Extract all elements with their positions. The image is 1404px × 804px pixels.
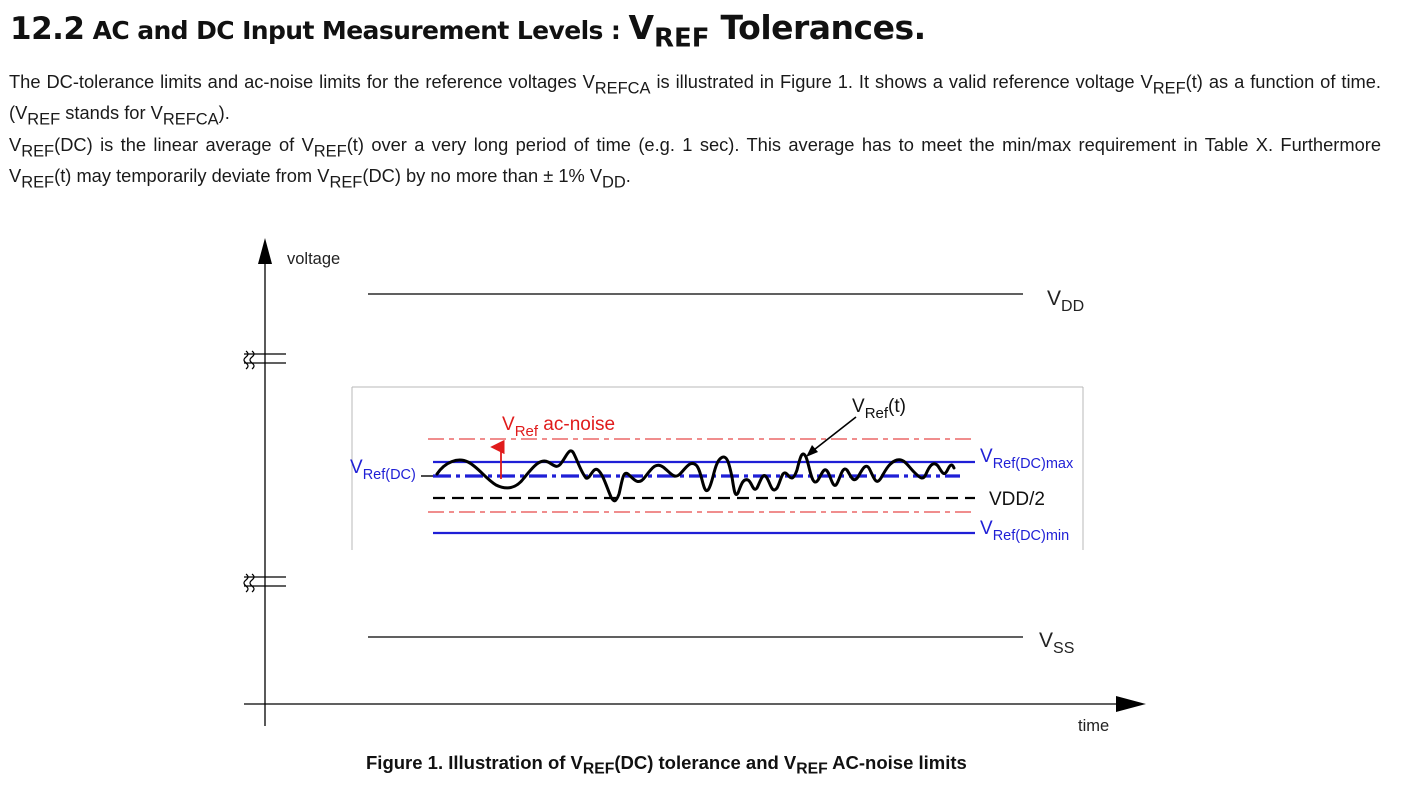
p1-text-1: The DC-tolerance limits and ac-noise lim… (9, 71, 595, 92)
p1-sub-2: REF (1152, 79, 1186, 98)
p2-text-4: (t) may temporarily deviate from V (54, 165, 330, 186)
vref-dc-label: VRef(DC) (350, 457, 416, 483)
axis-break-upper (243, 350, 286, 370)
vref-ac-noise-label: VRef ac-noise (502, 414, 615, 440)
vref-t-waveform (435, 449, 956, 503)
p2-text-5: (DC) by no more than ± 1% V (362, 165, 603, 186)
definition-paragraph: VREF(DC) is the linear average of VREF(t… (9, 129, 1381, 191)
p1-sub-3: REF (27, 110, 61, 129)
caption-sub-1: REF (582, 760, 615, 778)
vdd-label: VDD (1047, 287, 1084, 315)
section-title-v: V (628, 8, 654, 47)
y-axis-arrowhead (258, 238, 272, 264)
caption-text-2: (DC) tolerance and V (614, 752, 797, 773)
vref-dc-max-label: VRef(DC)max (980, 446, 1074, 472)
y-axis-label: voltage (287, 250, 340, 268)
p1-text-2: is illustrated in Figure 1. It shows a v… (650, 71, 1153, 92)
p2-sub-1: REF (21, 142, 55, 161)
p1-sub-1: REFCA (594, 79, 651, 98)
p1-text-3: (t) as a function of time. (V (9, 71, 1381, 123)
p2-text-1: V (9, 134, 22, 155)
p2-text-2: (DC) is the linear average of V (54, 134, 314, 155)
p2-sub-4: REF (329, 173, 363, 192)
section-title-sub: REF (653, 23, 710, 54)
section-number: 12.2 (10, 11, 85, 47)
x-axis-label: time (1078, 717, 1109, 735)
axis-break-lower (243, 573, 286, 593)
section-heading: 12.2 AC and DC Input Measurement Levels … (10, 8, 927, 51)
p1-sub-4: REFCA (162, 110, 219, 129)
vdd-half-label: VDD/2 (989, 489, 1045, 510)
p2-sub-5: DD (602, 173, 626, 192)
section-title-text: AC and DC Input Measurement Levels : (84, 16, 629, 45)
vss-label: VSS (1039, 629, 1074, 657)
x-axis-arrowhead (1116, 696, 1146, 712)
caption-text-3: AC-noise limits (827, 752, 967, 773)
caption-sub-2: REF (796, 760, 828, 778)
vref-dc-min-label: VRef(DC)min (980, 518, 1069, 544)
vref-t-pointer-head (806, 445, 818, 457)
p2-text-6: . (625, 165, 631, 186)
intro-paragraph: The DC-tolerance limits and ac-noise lim… (9, 66, 1381, 128)
vref-t-label: VRef(t) (852, 396, 906, 422)
p2-sub-3: REF (21, 173, 55, 192)
p2-text-3: (t) over a very long period of time (e.g… (9, 134, 1381, 186)
p1-text-4: stands for V (60, 102, 163, 123)
caption-text-1: Figure 1. Illustration of V (366, 752, 583, 773)
p2-sub-2: REF (313, 142, 347, 161)
vref-t-pointer (809, 416, 857, 454)
section-title-tail: Tolerances. (709, 8, 927, 47)
figure-caption: Figure 1. Illustration of VREF(DC) toler… (366, 752, 967, 777)
p1-text-5: ). (218, 102, 230, 123)
